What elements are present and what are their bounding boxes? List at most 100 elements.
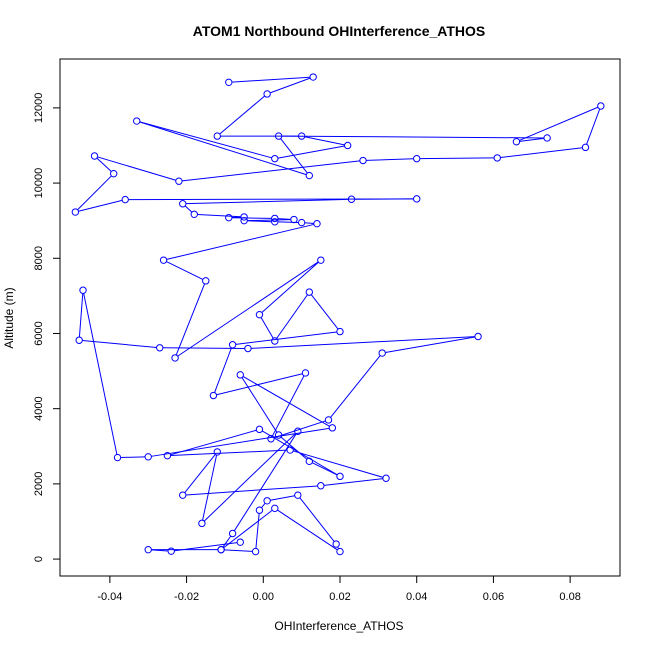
data-point	[324, 416, 333, 424]
x-tick-label: 0.06	[483, 591, 504, 603]
x-axis: -0.04 -0.02 0.00 0.02 0.04 0.06 0.08	[97, 575, 581, 603]
y-axis-label: Altitude (m)	[2, 287, 16, 348]
data-point	[228, 341, 237, 349]
series-segment	[273, 420, 326, 439]
series-segment	[519, 137, 545, 142]
series-segment	[310, 294, 339, 330]
data-point	[190, 210, 198, 218]
data-point	[75, 336, 83, 344]
series-segment	[97, 156, 176, 181]
series-segment	[78, 199, 123, 212]
data-point	[347, 195, 356, 203]
series-segment	[247, 220, 272, 223]
data-point	[179, 200, 187, 208]
series-segment	[277, 145, 345, 159]
x-tick-label: -0.02	[174, 591, 199, 603]
data-point	[255, 310, 264, 319]
series-segment	[261, 502, 266, 509]
data-point	[305, 171, 314, 180]
series-segment	[276, 294, 308, 339]
series-segment	[419, 157, 495, 160]
data-point	[271, 337, 279, 345]
data-point	[336, 472, 344, 481]
data-point	[109, 169, 118, 178]
data-point	[581, 143, 590, 152]
series-segment	[162, 347, 245, 349]
series-segment	[299, 497, 335, 542]
series-segment	[139, 121, 272, 159]
data-point	[512, 138, 521, 146]
series-segment	[214, 347, 232, 393]
series-segment	[586, 108, 601, 145]
x-tick-label: -0.04	[97, 591, 122, 603]
series-segment	[235, 331, 337, 345]
data-point	[90, 152, 99, 160]
data-point	[294, 491, 302, 499]
data-point	[286, 446, 294, 454]
data-point	[159, 256, 168, 264]
series-segment	[203, 433, 296, 522]
data-point	[113, 453, 122, 462]
series-points	[71, 73, 605, 556]
y-tick-label: 4000	[33, 396, 45, 420]
series-lines	[77, 76, 601, 552]
data-point	[309, 73, 317, 81]
series-segment	[255, 513, 260, 549]
data-point	[79, 286, 87, 294]
x-tick-label: 0.04	[406, 591, 427, 603]
series-segment	[177, 261, 319, 357]
y-tick-label: 0	[33, 556, 45, 562]
series-segment	[270, 495, 295, 501]
data-point	[255, 425, 264, 434]
series-segment	[519, 106, 599, 141]
series-segment	[184, 205, 193, 213]
x-tick-label: 0.08	[559, 591, 580, 603]
series-segment	[219, 95, 266, 135]
series-segment	[120, 456, 146, 458]
data-point	[305, 288, 314, 296]
data-point	[290, 215, 298, 224]
series-segment	[202, 454, 218, 521]
series-segment	[185, 198, 349, 205]
data-point	[271, 504, 279, 513]
series-segment	[170, 429, 257, 456]
data-point	[144, 453, 152, 461]
series-segment	[222, 535, 232, 548]
data-point	[336, 327, 344, 336]
series-segment	[241, 377, 278, 433]
data-point	[251, 547, 260, 556]
series-segment	[96, 157, 112, 172]
series-segment	[175, 283, 206, 356]
series-segment	[330, 355, 381, 418]
series-segment	[197, 213, 241, 218]
y-tick-label: 10000	[33, 168, 45, 199]
data-point	[240, 216, 248, 225]
data-point	[413, 195, 421, 203]
series-segment	[223, 509, 273, 549]
series-segment	[78, 293, 84, 338]
data-point	[225, 78, 233, 87]
data-point	[228, 529, 237, 538]
series-segment	[231, 217, 272, 219]
y-axis: 0 2000 4000 6000 8000 10000 12000	[33, 93, 61, 562]
series-segment	[280, 436, 308, 460]
series-segment	[261, 261, 319, 313]
series-segment	[166, 261, 204, 280]
data-point	[597, 102, 605, 110]
data-point	[336, 547, 344, 556]
data-point	[328, 424, 337, 432]
data-point	[493, 154, 501, 162]
x-tick-label: 0.00	[253, 591, 274, 603]
series-segment	[185, 485, 318, 496]
series-segment	[293, 450, 384, 478]
series-segment	[311, 462, 338, 476]
data-point	[71, 208, 80, 216]
data-point	[217, 545, 225, 554]
data-point	[175, 177, 183, 185]
data-point	[274, 431, 283, 439]
data-point	[294, 427, 302, 435]
y-tick-label: 12000	[33, 93, 45, 124]
series-segment	[500, 147, 583, 159]
data-point	[382, 474, 390, 482]
